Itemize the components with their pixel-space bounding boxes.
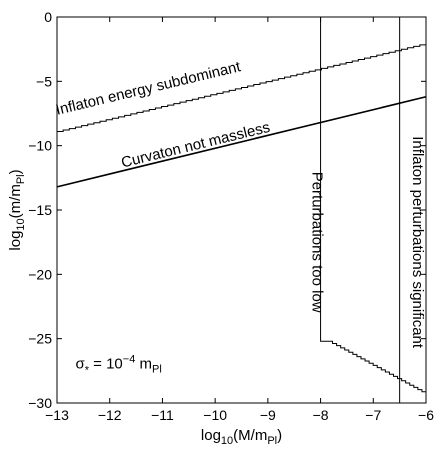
x-tick-label: −8: [313, 407, 329, 423]
x-axis-title: log10(M/mPl): [201, 427, 282, 447]
x-tick-label: −12: [98, 407, 122, 423]
annotation-0: Inflaton energy subdominant: [54, 58, 243, 119]
x-tick-label: −9: [260, 407, 276, 423]
x-tick-label: −11: [151, 407, 174, 423]
x-tick-label: −10: [203, 407, 227, 423]
series-perturbations-low: [320, 17, 427, 394]
annotation-3: Inflaton perturbations significant: [409, 136, 426, 349]
plot-area: −13 −12 −11 −10 −9 −8 −7 −6 0 −5 −10 −15 −20 −25 −30 In…: [7, 9, 434, 447]
annotation-2: Perturbations too low: [309, 172, 326, 313]
y-tick-label: 0: [44, 9, 52, 25]
sigma-label: σ* = 10−4 mPl: [75, 353, 161, 376]
y-tick-label: −15: [28, 202, 52, 218]
y-tick-label: −20: [28, 266, 52, 282]
y-axis-title: log10(m/mPl): [7, 169, 27, 250]
series-curvaton: [56, 95, 427, 188]
x-tick-label: −6: [418, 407, 434, 423]
y-tick-label: −10: [28, 138, 52, 154]
x-tick-label: −7: [365, 407, 381, 423]
y-tick-label: −25: [28, 331, 52, 347]
series-inflaton-energy: [57, 43, 427, 133]
y-tick-label: −30: [28, 395, 52, 411]
y-tick-label: −5: [36, 73, 52, 89]
x-tick-label: −13: [45, 407, 69, 423]
annotation-1: Curvaton not massless: [119, 119, 271, 172]
